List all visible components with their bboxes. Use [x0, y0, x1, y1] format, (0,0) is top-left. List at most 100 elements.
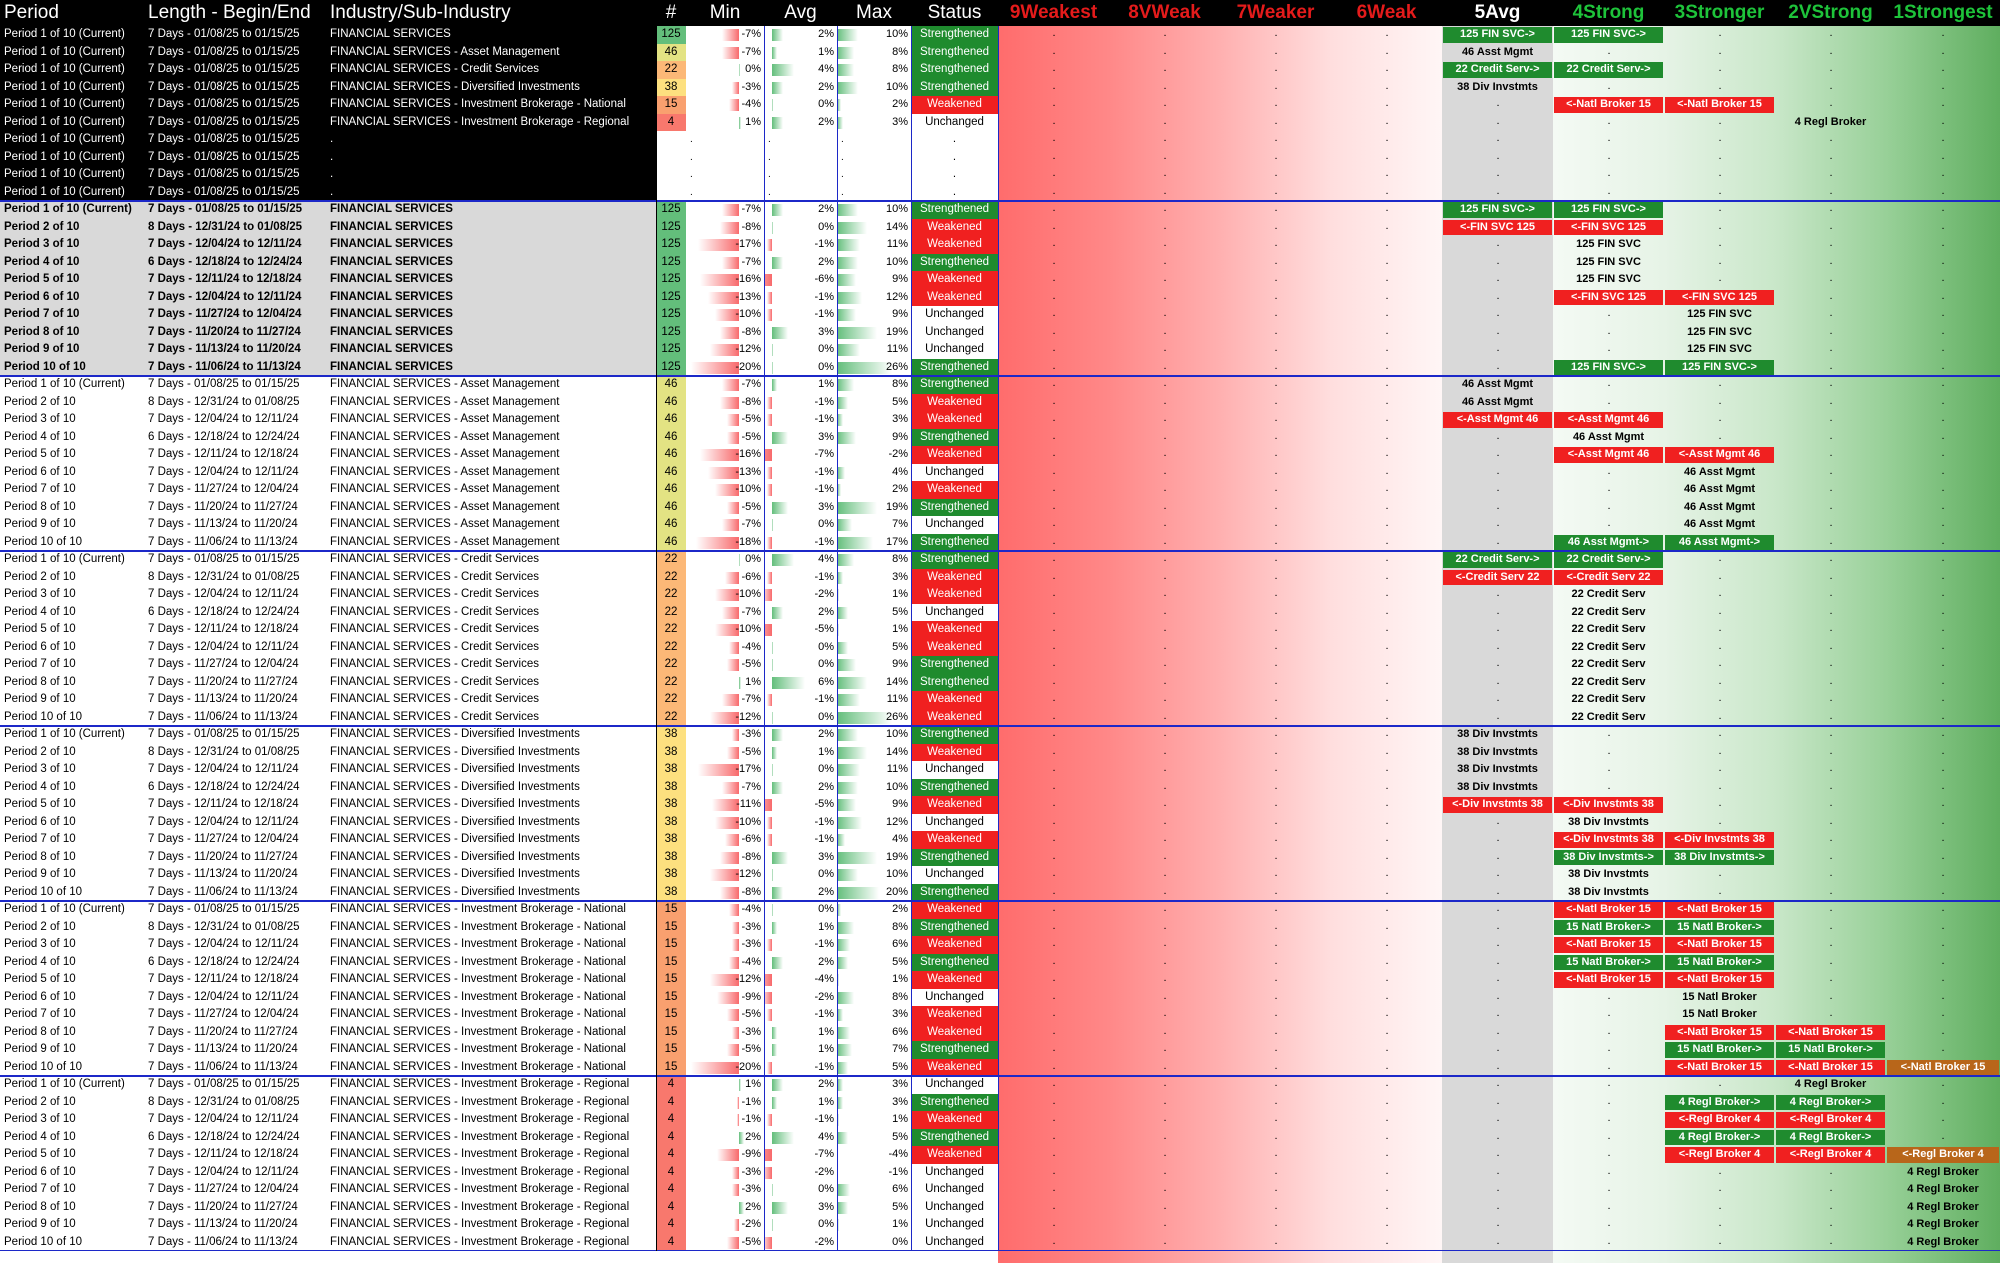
zone-position-tag[interactable]: <-Natl Broker 15 — [1665, 97, 1774, 113]
zone-position-tag[interactable]: <-Asst Mgmt 46 — [1554, 412, 1663, 428]
table-row[interactable]: Period 8 of 10 7 Days - 11/20/24 to 11/27… — [0, 323, 2000, 341]
zone-position-tag[interactable]: 4 Regl Broker — [1907, 1200, 1979, 1213]
table-row[interactable]: Period 1 of 10 (Current) 7 Days - 01/08/2… — [0, 131, 2000, 149]
table-row[interactable]: Period 9 of 10 7 Days - 11/13/24 to 11/20… — [0, 866, 2000, 884]
zone-position-tag[interactable]: <-FIN SVC 125 — [1554, 289, 1663, 305]
header-zone-1strongest[interactable]: 1Strongest — [1886, 0, 2000, 26]
table-row[interactable]: Period 1 of 10 (Current) 7 Days - 01/08/2… — [0, 148, 2000, 166]
table-row[interactable]: Period 8 of 10 7 Days - 11/20/24 to 11/27… — [0, 1198, 2000, 1216]
table-row[interactable]: Period 4 of 10 6 Days - 12/18/24 to 12/24… — [0, 953, 2000, 971]
table-row[interactable]: Period 5 of 10 7 Days - 12/11/24 to 12/18… — [0, 796, 2000, 814]
zone-position-tag[interactable]: <-Regl Broker 4 — [1665, 1112, 1774, 1128]
zone-position-tag[interactable]: 4 Regl Broker — [1907, 1235, 1979, 1248]
table-row[interactable]: Period 3 of 10 7 Days - 12/04/24 to 12/11… — [0, 411, 2000, 429]
table-row[interactable]: Period 4 of 10 6 Days - 12/18/24 to 12/24… — [0, 253, 2000, 271]
table-row[interactable]: Period 8 of 10 7 Days - 11/20/24 to 11/27… — [0, 673, 2000, 691]
zone-position-tag[interactable]: 4 Regl Broker-> — [1665, 1094, 1774, 1110]
zone-position-tag[interactable]: <-Natl Broker 15 — [1665, 972, 1774, 988]
zone-position-tag[interactable]: 125 FIN SVC — [1687, 325, 1752, 338]
zone-position-tag[interactable]: 22 Credit Serv — [1571, 605, 1646, 618]
header-zone-9weakest[interactable]: 9Weakest — [998, 0, 1109, 26]
zone-position-tag[interactable]: 15 Natl Broker-> — [1554, 919, 1663, 935]
table-row[interactable]: Period 4 of 10 6 Days - 12/18/24 to 12/24… — [0, 778, 2000, 796]
zone-position-tag[interactable]: 15 Natl Broker-> — [1665, 954, 1774, 970]
zone-position-tag[interactable]: 22 Credit Serv — [1571, 675, 1646, 688]
zone-position-tag[interactable]: 125 FIN SVC-> — [1443, 27, 1552, 43]
zone-position-tag[interactable]: 46 Asst Mgmt-> — [1665, 534, 1774, 550]
zone-position-tag[interactable]: 38 Div Invstmts — [1568, 815, 1649, 828]
zone-position-tag[interactable]: 46 Asst Mgmt — [1461, 45, 1534, 58]
zone-position-tag[interactable]: 46 Asst Mgmt — [1683, 465, 1756, 478]
zone-position-tag[interactable]: 125 FIN SVC — [1687, 343, 1752, 355]
zone-position-tag[interactable]: 22 Credit Serv — [1571, 693, 1646, 705]
zone-position-tag[interactable]: 125 FIN SVC — [1576, 273, 1641, 285]
zone-position-tag[interactable]: 22 Credit Serv — [1571, 640, 1646, 653]
table-row[interactable]: Period 8 of 10 7 Days - 11/20/24 to 11/27… — [0, 848, 2000, 866]
zone-position-tag[interactable]: 22 Credit Serv-> — [1443, 62, 1552, 78]
table-row[interactable]: Period 8 of 10 7 Days - 11/20/24 to 11/27… — [0, 498, 2000, 516]
table-row[interactable]: Period 6 of 10 7 Days - 12/04/24 to 12/11… — [0, 1163, 2000, 1181]
zone-position-tag[interactable]: 125 FIN SVC-> — [1554, 359, 1663, 375]
header-min[interactable]: Min — [686, 0, 764, 26]
table-row[interactable]: Period 10 of 10 7 Days - 11/06/24 to 11/1… — [0, 708, 2000, 726]
table-row[interactable]: Period 3 of 10 7 Days - 12/04/24 to 12/11… — [0, 1111, 2000, 1129]
zone-position-tag[interactable]: 46 Asst Mgmt — [1683, 483, 1756, 495]
zone-position-tag[interactable]: 38 Div Invstmts — [1457, 780, 1538, 793]
zone-position-tag[interactable]: 4 Regl Broker — [1907, 1218, 1979, 1230]
table-row[interactable]: Period 1 of 10 (Current) 7 Days - 01/08/2… — [0, 551, 2000, 569]
zone-position-tag[interactable]: 46 Asst Mgmt — [1683, 518, 1756, 530]
header-industry[interactable]: Industry/Sub-Industry — [326, 0, 656, 26]
table-row[interactable]: Period 7 of 10 7 Days - 11/27/24 to 12/04… — [0, 1006, 2000, 1024]
zone-position-tag[interactable]: <-Natl Broker 15 — [1554, 97, 1663, 113]
table-row[interactable]: Period 7 of 10 7 Days - 11/27/24 to 12/04… — [0, 831, 2000, 849]
table-row[interactable]: Period 10 of 10 7 Days - 11/06/24 to 11/1… — [0, 358, 2000, 376]
zone-position-tag[interactable]: <-Credit Serv 22 — [1443, 569, 1552, 585]
table-row[interactable]: Period 4 of 10 6 Days - 12/18/24 to 12/24… — [0, 428, 2000, 446]
zone-position-tag[interactable]: 38 Div Invstmts-> — [1554, 849, 1663, 865]
zone-position-tag[interactable]: <-Asst Mgmt 46 — [1443, 412, 1552, 428]
table-row[interactable]: Period 2 of 10 8 Days - 12/31/24 to 01/08… — [0, 568, 2000, 586]
zone-position-tag[interactable]: 4 Regl Broker-> — [1665, 1129, 1774, 1145]
table-row[interactable]: Period 1 of 10 (Current) 7 Days - 01/08/2… — [0, 61, 2000, 79]
zone-position-tag[interactable]: 46 Asst Mgmt — [1461, 378, 1534, 390]
table-row[interactable]: Period 9 of 10 7 Days - 11/13/24 to 11/20… — [0, 516, 2000, 534]
table-row[interactable]: Period 9 of 10 7 Days - 11/13/24 to 11/20… — [0, 1041, 2000, 1059]
table-row[interactable]: Period 1 of 10 (Current) 7 Days - 01/08/2… — [0, 43, 2000, 61]
table-row[interactable]: Period 2 of 10 8 Days - 12/31/24 to 01/08… — [0, 743, 2000, 761]
header-zone-4strong[interactable]: 4Strong — [1553, 0, 1664, 26]
zone-position-tag[interactable]: 4 Regl Broker — [1794, 115, 1867, 128]
zone-position-tag[interactable]: 4 Regl Broker — [1907, 1165, 1979, 1178]
header-zone-2vstrong[interactable]: 2VStrong — [1775, 0, 1886, 26]
zone-position-tag[interactable]: 125 FIN SVC — [1687, 308, 1752, 320]
table-row[interactable]: Period 2 of 10 8 Days - 12/31/24 to 01/08… — [0, 918, 2000, 936]
table-row[interactable]: Period 9 of 10 7 Days - 11/13/24 to 11/20… — [0, 1216, 2000, 1234]
zone-position-tag[interactable]: 38 Div Invstmts-> — [1665, 849, 1774, 865]
zone-position-tag[interactable]: 22 Credit Serv — [1571, 658, 1646, 670]
zone-position-tag[interactable]: 22 Credit Serv — [1571, 623, 1646, 635]
header-count[interactable]: # — [656, 0, 686, 26]
table-row[interactable]: Period 1 of 10 (Current) 7 Days - 01/08/2… — [0, 166, 2000, 184]
zone-position-tag[interactable]: 15 Natl Broker-> — [1554, 954, 1663, 970]
header-zone-8vweak[interactable]: 8VWeak — [1109, 0, 1220, 26]
zone-position-tag[interactable]: <-Regl Broker 4 — [1776, 1147, 1885, 1163]
header-period[interactable]: Period — [0, 0, 144, 26]
table-row[interactable]: Period 5 of 10 7 Days - 12/11/24 to 12/18… — [0, 621, 2000, 639]
zone-position-tag[interactable]: 15 Natl Broker-> — [1665, 919, 1774, 935]
table-row[interactable]: Period 2 of 10 8 Days - 12/31/24 to 01/08… — [0, 393, 2000, 411]
zone-position-tag[interactable]: 125 FIN SVC-> — [1554, 202, 1663, 218]
zone-position-tag[interactable]: 46 Asst Mgmt-> — [1554, 534, 1663, 550]
table-row[interactable]: Period 3 of 10 7 Days - 12/04/24 to 12/11… — [0, 586, 2000, 604]
zone-position-tag[interactable]: 4 Regl Broker-> — [1776, 1094, 1885, 1110]
zone-position-tag[interactable]: <-FIN SVC 125 — [1443, 219, 1552, 235]
zone-position-tag[interactable]: 15 Natl Broker-> — [1665, 1042, 1774, 1058]
zone-position-tag[interactable]: <-Natl Broker 15 — [1554, 937, 1663, 953]
zone-position-tag[interactable]: 4 Regl Broker-> — [1776, 1129, 1885, 1145]
zone-position-tag[interactable]: 4 Regl Broker — [1907, 1183, 1979, 1195]
header-zone-5avg[interactable]: 5Avg — [1442, 0, 1553, 26]
zone-position-tag[interactable]: 46 Asst Mgmt — [1461, 395, 1534, 408]
table-row[interactable]: Period 1 of 10 (Current) 7 Days - 01/08/2… — [0, 201, 2000, 219]
zone-position-tag[interactable]: <-Natl Broker 15 — [1776, 1024, 1885, 1040]
table-row[interactable]: Period 1 of 10 (Current) 7 Days - 01/08/2… — [0, 78, 2000, 96]
table-row[interactable]: Period 4 of 10 6 Days - 12/18/24 to 12/24… — [0, 1128, 2000, 1146]
table-row[interactable]: Period 2 of 10 8 Days - 12/31/24 to 01/08… — [0, 1093, 2000, 1111]
